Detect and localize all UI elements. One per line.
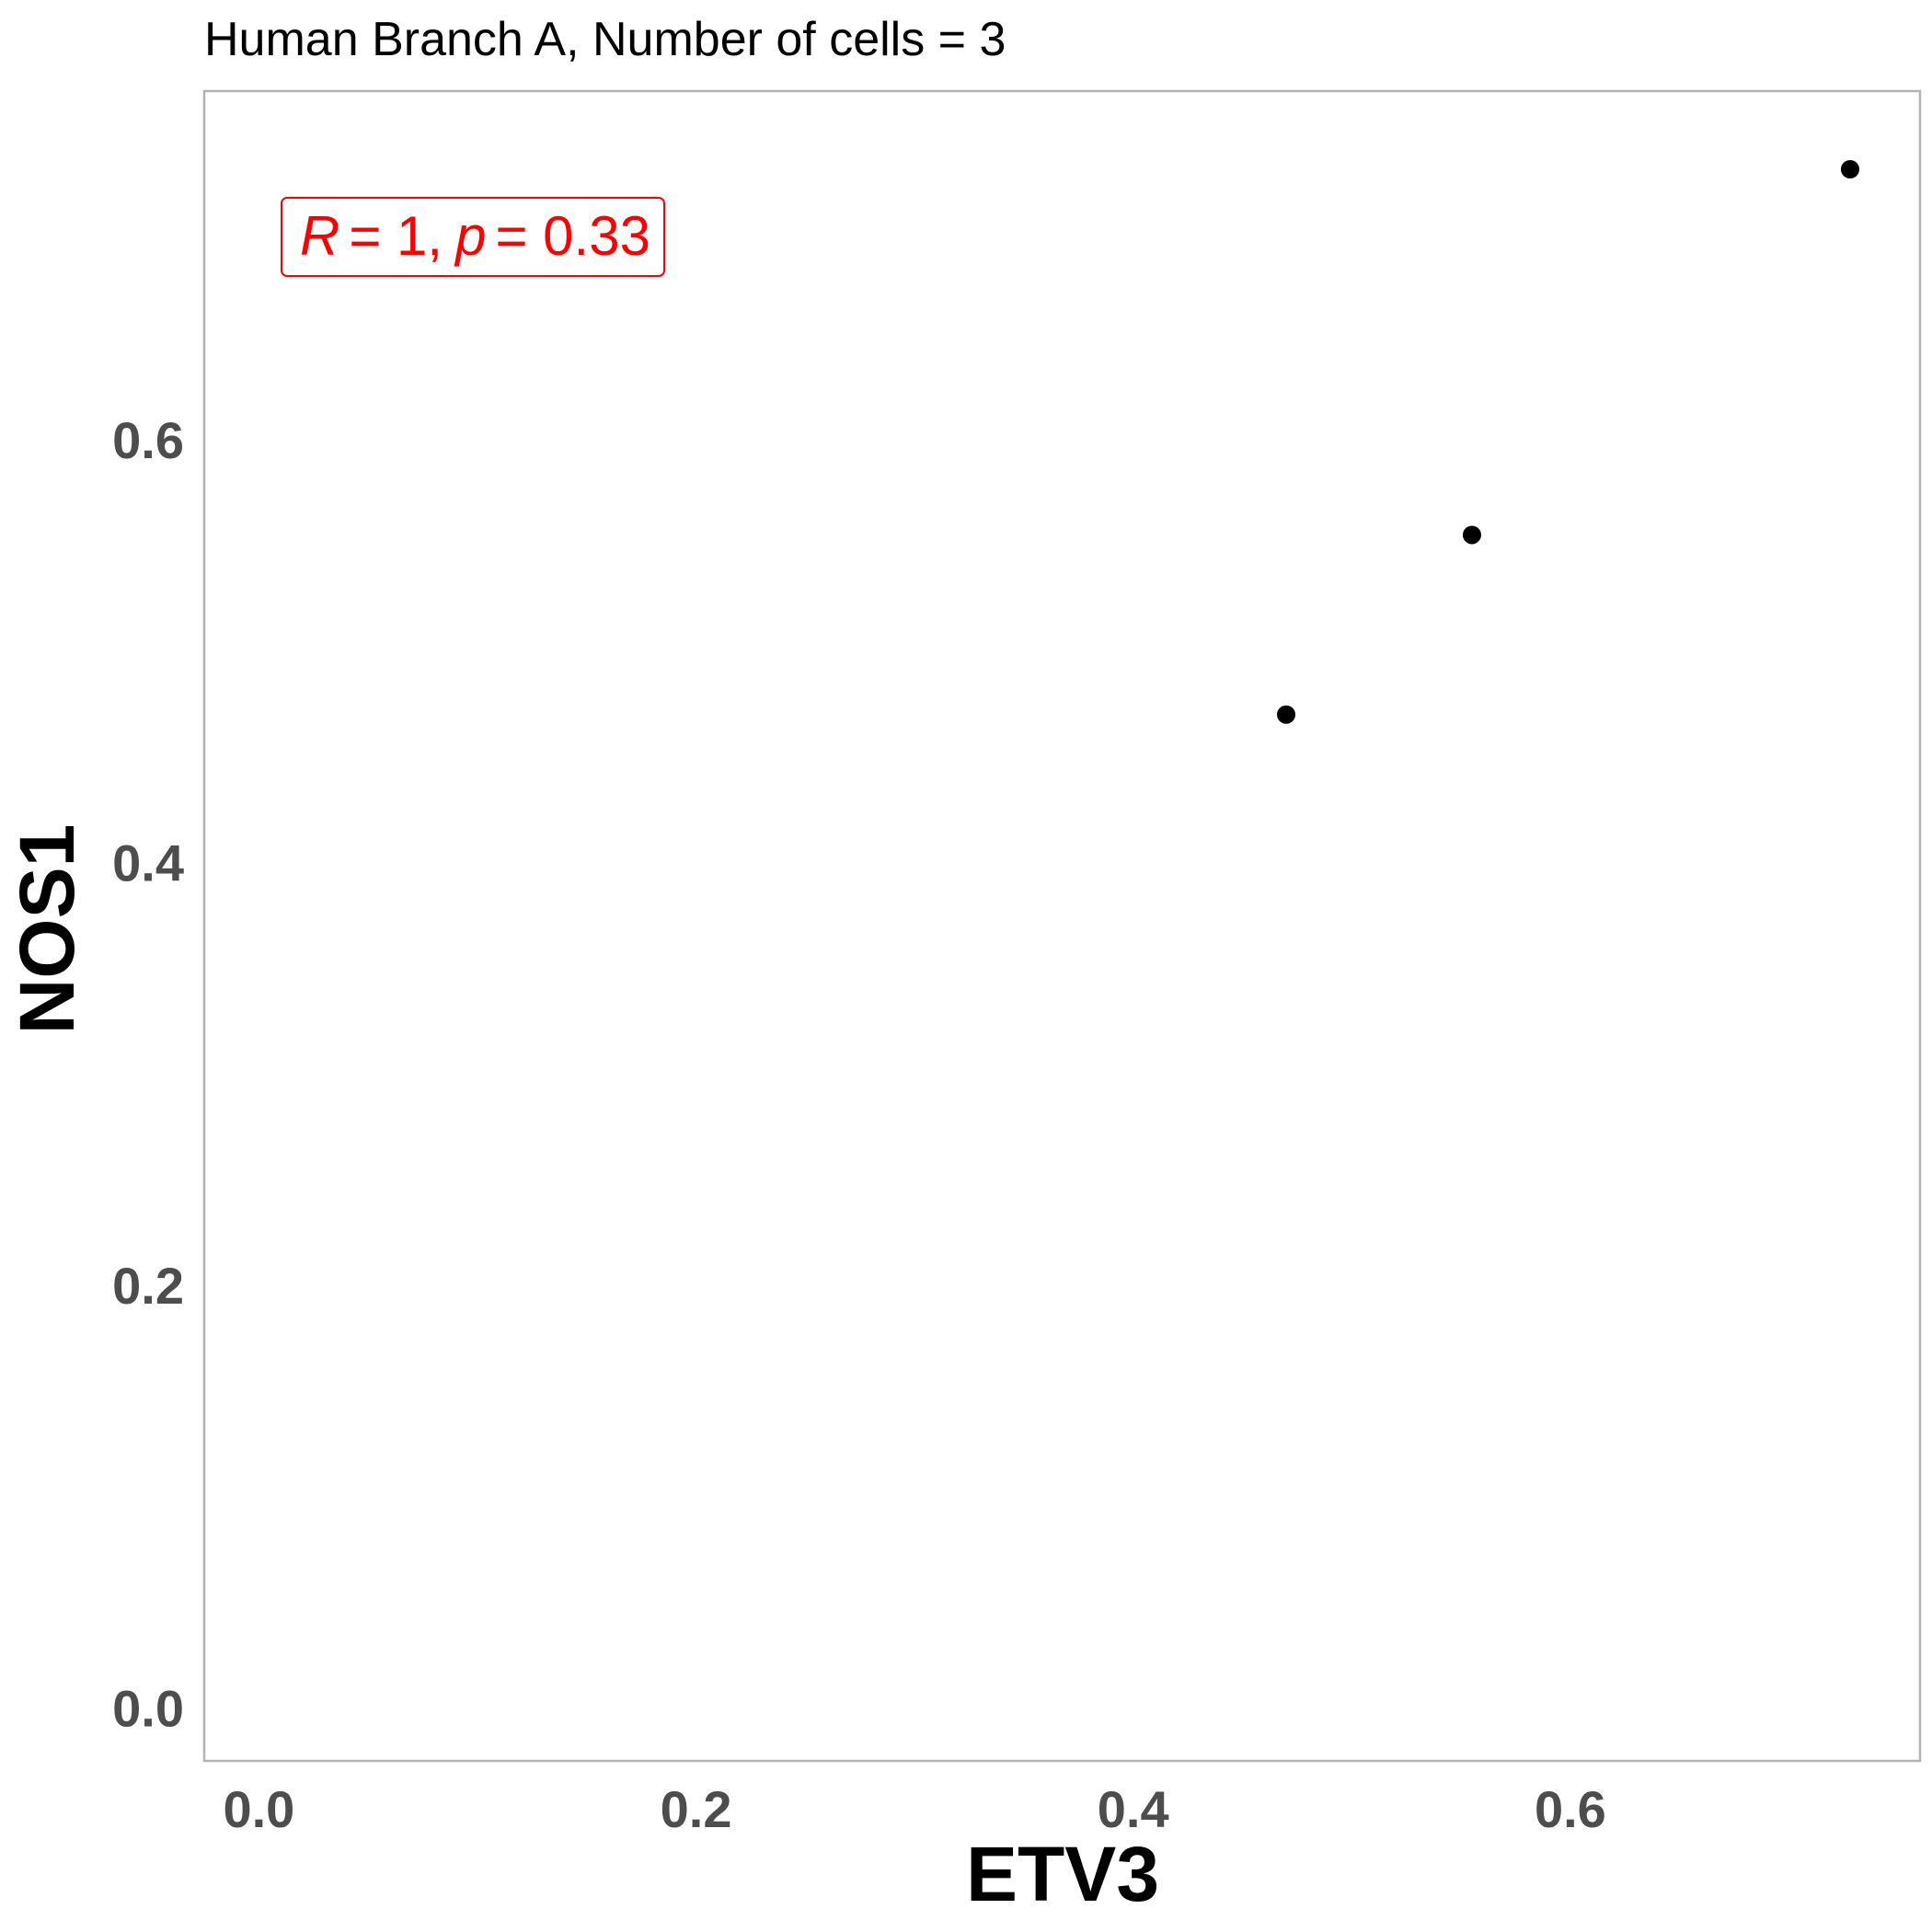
- data-point: [1840, 160, 1859, 179]
- y-axis-ticks: 0.0 0.2 0.4 0.6: [112, 411, 184, 1737]
- y-tick-label: 0.4: [112, 834, 184, 892]
- x-tick-label: 0.0: [223, 1780, 294, 1838]
- annotation-r-value: = 1,: [349, 205, 443, 267]
- annotation-p-value: = 0.33: [495, 205, 650, 267]
- data-point: [1277, 705, 1296, 724]
- y-axis-title: NOS1: [4, 824, 90, 1035]
- annotation-text: R = 1, p = 0.33: [300, 205, 650, 267]
- x-axis-title: ETV3: [966, 1831, 1159, 1917]
- x-tick-label: 0.4: [1098, 1780, 1169, 1838]
- chart-title: Human Branch A, Number of cells = 3: [204, 13, 1006, 66]
- annotation-p-label: p: [454, 205, 486, 267]
- y-tick-label: 0.0: [112, 1680, 184, 1738]
- correlation-annotation: R = 1, p = 0.33: [281, 197, 665, 277]
- annotation-box: [281, 197, 665, 277]
- data-point: [1462, 525, 1481, 545]
- y-tick-label: 0.2: [112, 1257, 184, 1315]
- x-tick-label: 0.2: [661, 1780, 732, 1838]
- plot-panel: [202, 89, 1922, 1763]
- data-points: [1277, 160, 1859, 724]
- y-tick-label: 0.6: [112, 411, 184, 469]
- x-tick-label: 0.6: [1535, 1780, 1606, 1838]
- x-axis-ticks: 0.0 0.2 0.4 0.6: [223, 1780, 1605, 1838]
- annotation-r-label: R: [300, 205, 339, 267]
